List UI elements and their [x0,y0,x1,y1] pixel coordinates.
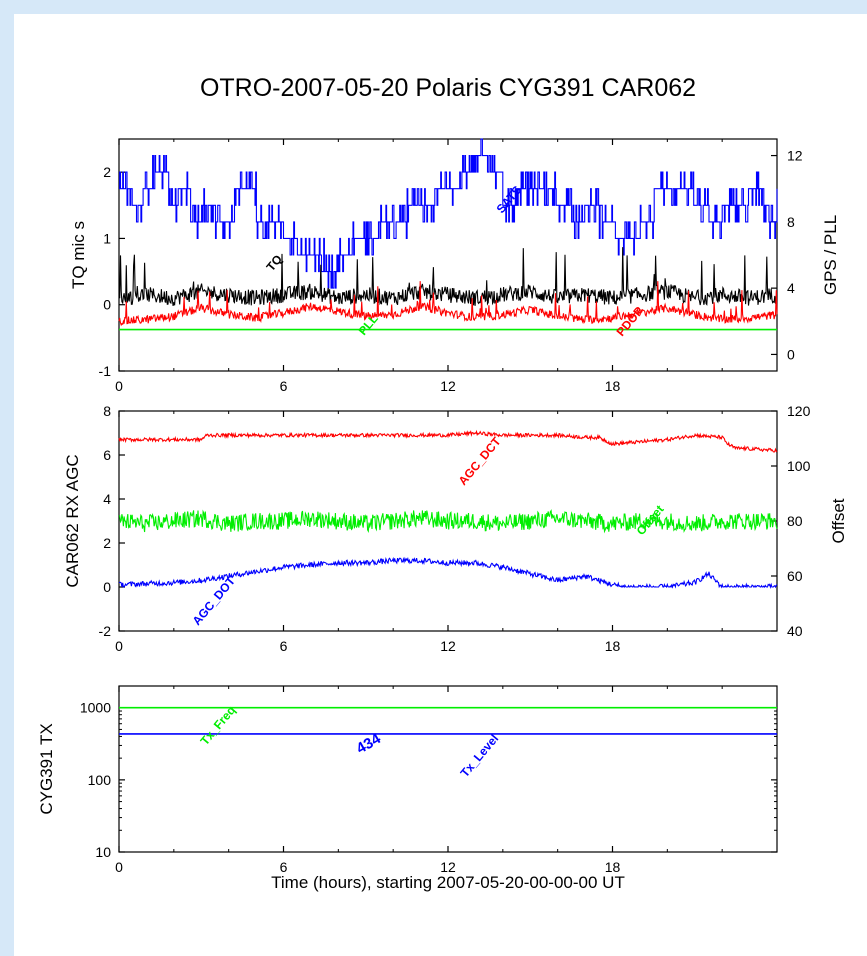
series-line-tq [118,247,778,307]
panel-gps-lines [118,138,778,331]
plot-frame: OTRO-2007-05-20 Polaris CYG391 CAR062 0 6… [14,14,867,956]
y-tick-label: 6 [103,447,111,463]
panel-gps-y2-ticks: 0 4 8 12 [771,148,803,362]
label-tx-level: Tx_Level [458,732,502,780]
series-line-agc-dct [118,429,778,453]
y2-tick-label: 12 [787,148,803,164]
y-tick-label: 2 [103,535,111,551]
y-tick-label: 1000 [80,700,111,716]
panel-tx-lines [119,706,777,735]
panel-agc-y2label: Offset [829,498,848,543]
y2-tick-label: 40 [787,623,803,639]
label-tx-freq: Tx_Freq [198,703,239,748]
x-tick-label: 12 [440,638,456,654]
y2-tick-label: 8 [787,214,795,230]
y2-tick-label: 4 [787,280,795,296]
panel-agc-x-ticks: 0 6 12 18 [115,411,778,654]
series-line-offset [118,509,778,534]
x-tick-label: 6 [280,859,288,875]
y-tick-label: 8 [103,403,111,419]
panel-agc-y2-ticks: 40 60 80 100 120 [771,403,811,639]
label-agc-dct: AGC_DCT [456,434,504,488]
y2-tick-label: 60 [787,568,803,584]
y-tick-label: 0 [103,297,111,313]
panel-tx-frame [118,685,778,853]
panel-agc-lines [118,429,778,589]
y2-tick-label: 0 [787,346,795,362]
x-tick-label: 6 [280,378,288,394]
y2-tick-label: 100 [787,458,811,474]
x-tick-label: 0 [115,378,123,394]
y-tick-label: -2 [99,623,112,639]
panel-tx-x-ticks: 0 6 12 18 [115,686,778,875]
label-pdop: PDOP [614,304,647,339]
panel-gps-ylabel: TQ mic s [69,221,88,289]
figure-canvas: OTRO-2007-05-20 Polaris CYG391 CAR062 0 6… [37,74,848,892]
panel-gps-y-ticks: -1 0 1 2 [99,164,125,379]
y2-tick-label: 120 [787,403,811,419]
y-tick-label: 4 [103,491,111,507]
series-line-agc-dot [118,556,778,589]
y-tick-label: 0 [103,579,111,595]
panel-gps-frame [118,138,778,372]
panel-gps-x-ticks: 0 6 12 18 [115,139,778,394]
y-tick-label: 100 [88,772,112,788]
x-tick-label: 0 [115,859,123,875]
series-line-sats [119,138,778,289]
x-tick-label: 12 [440,378,456,394]
x-tick-label: 18 [605,378,621,394]
x-tick-label: 18 [605,638,621,654]
panel-agc-ylabel: CAR062 RX AGC [63,454,82,587]
x-axis-label: Time (hours), starting 2007-05-20-00-00-… [271,873,625,892]
x-tick-label: 6 [280,638,288,654]
panel-tx-y-ticks: 10 100 1000 [80,685,777,860]
y-tick-label: 10 [95,844,111,860]
y-tick-label: -1 [99,363,112,379]
x-tick-label: 0 [115,638,123,654]
y-tick-label: 2 [103,164,111,180]
y2-tick-label: 80 [787,513,803,529]
panel-tx-ylabel: CYG391 TX [37,723,56,814]
x-tick-label: 18 [605,859,621,875]
x-tick-label: 12 [440,859,456,875]
chart-title: OTRO-2007-05-20 Polaris CYG391 CAR062 [200,74,696,102]
series-line-pdop [118,281,778,327]
panel-agc-y-ticks: -2 0 2 4 6 8 [99,403,125,639]
y-tick-label: 1 [103,230,111,246]
panel-gps-y2label: GPS / PLL [821,215,840,295]
